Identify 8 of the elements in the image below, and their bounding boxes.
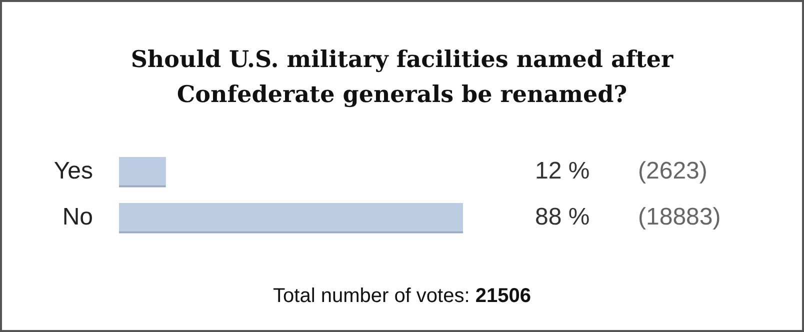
y-tick-label: No (62, 204, 93, 231)
y-tick-label: Yes (54, 158, 93, 185)
text: Total number of votes: 21506 (272, 285, 532, 308)
text: (18883) (638, 204, 721, 231)
data-label: 88 % (535, 204, 590, 231)
data-label: 12 % (535, 158, 590, 185)
chart-title: Should U.S. military facilities named after Confederate generals be renamed? (130, 45, 674, 110)
text: (2623) (638, 158, 708, 185)
